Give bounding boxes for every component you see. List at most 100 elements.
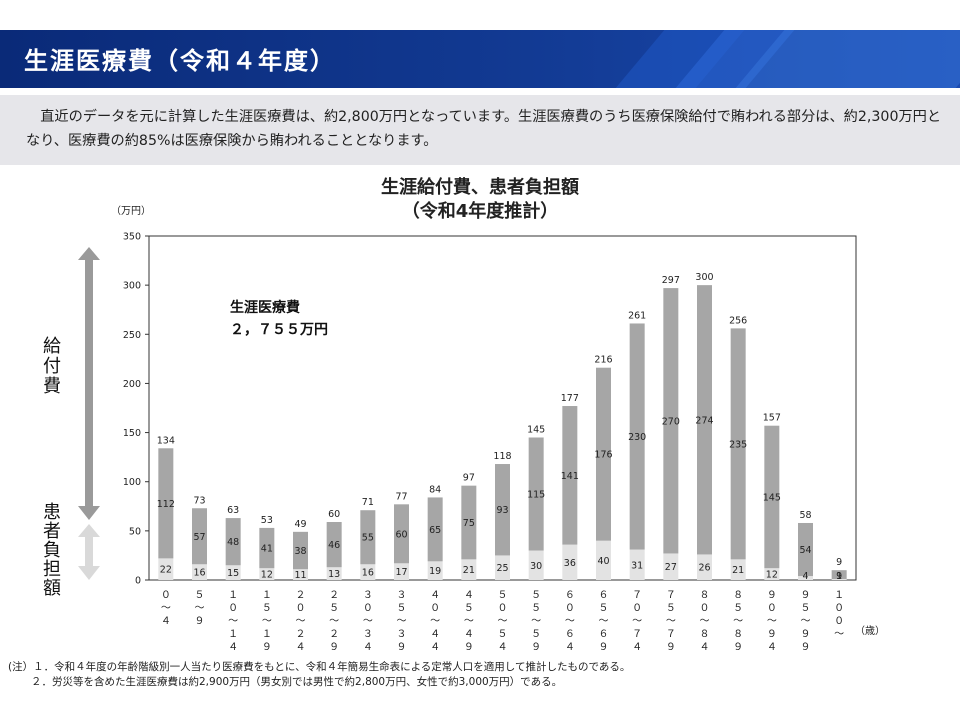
category-label: ４ [296, 642, 306, 650]
bar-kyufu [528, 437, 544, 551]
category-label: ３ [363, 590, 373, 601]
category-label: ３ [397, 629, 407, 640]
bar-kanja [394, 563, 409, 580]
category-label: ９ [801, 629, 811, 640]
category-label: ～ [498, 616, 508, 627]
total-label: 297 [662, 275, 680, 286]
bar-kyufu [831, 570, 847, 580]
bar-kanja [596, 540, 611, 580]
kanja-value-label: 21 [732, 565, 744, 576]
y-tick-label: 0 [135, 576, 141, 587]
category-label: ４ [464, 590, 474, 601]
category-label: ～ [430, 616, 440, 627]
note-2: ２．労災等を含めた生涯医療費は約2,900万円（男女別では男性で約2,800万円… [31, 676, 563, 688]
chart-title: 生涯給付費、患者負担額 [381, 177, 579, 198]
bar-kyufu [596, 367, 611, 541]
category-label: ４ [565, 642, 575, 650]
kanja-value-label: 27 [665, 562, 677, 573]
category-label: ５ [498, 629, 508, 640]
kanja-value-label: 30 [530, 561, 542, 572]
category-label: ０ [834, 603, 844, 614]
category-label: ２ [296, 629, 306, 640]
category-label: ～ [767, 616, 777, 627]
chart-subtitle: （令和4年度推計） [401, 201, 559, 222]
bar-kanja [225, 565, 241, 580]
category-label: ～ [666, 616, 676, 627]
category-label: ９ [801, 642, 811, 650]
bar-kanja [461, 559, 477, 580]
kyufu-value-label: 65 [429, 525, 441, 536]
category-label: ～ [531, 616, 541, 627]
category-label: ８ [733, 629, 743, 640]
total-label: 63 [227, 505, 239, 516]
category-label: ９ [531, 642, 541, 650]
total-label: 84 [429, 484, 441, 495]
bar-kyufu [730, 328, 746, 560]
y-tick-label: 250 [123, 330, 141, 341]
total-label: 77 [395, 491, 407, 502]
bar-kanja [663, 553, 679, 580]
category-label: ９ [801, 590, 811, 601]
page-title: 生涯医療費（令和４年度） [24, 47, 336, 75]
category-label: ～ [228, 616, 238, 627]
kanja-value-label: 17 [395, 567, 407, 578]
category-label: ０ [161, 590, 171, 601]
category-label: ３ [397, 590, 407, 601]
category-label: ～ [262, 616, 272, 627]
category-label: ４ [430, 629, 440, 640]
bar-kyufu [259, 527, 275, 569]
category-label: ６ [565, 590, 575, 601]
kanja-side-label: 負 [43, 540, 61, 561]
category-label: ～ [329, 616, 339, 627]
category-label: ～ [296, 616, 306, 627]
kyufu-side-label: 費 [43, 376, 61, 397]
category-label: １ [262, 629, 272, 640]
kyufu-side-label: 給 [43, 336, 61, 357]
category-label: ４ [632, 642, 642, 650]
category-label: ０ [498, 603, 508, 614]
kyufu-value-label: 54 [799, 545, 811, 556]
kanja-value-label: 13 [328, 569, 340, 580]
category-label: ９ [767, 629, 777, 640]
category-label: ６ [599, 590, 609, 601]
category-label: １ [228, 590, 238, 601]
kyufu-value-label: 60 [395, 529, 407, 540]
y-tick-label: 350 [123, 232, 141, 243]
kyufu-value-label: 55 [362, 533, 374, 544]
y-tick-label: 100 [123, 477, 141, 488]
category-label: ７ [666, 629, 676, 640]
bar-kanja [158, 558, 174, 580]
category-label: ９ [195, 616, 205, 627]
kyufu-value-label: 274 [695, 415, 713, 426]
bar-kyufu [158, 448, 174, 559]
category-label: ０ [430, 603, 440, 614]
category-label: ～ [161, 603, 171, 614]
category-label: ～ [565, 616, 575, 627]
category-label: ７ [632, 629, 642, 640]
total-label: 177 [561, 393, 579, 404]
kyufu-value-label: 115 [527, 490, 545, 501]
kyufu-arrow [78, 247, 100, 520]
category-label: ～ [700, 616, 710, 627]
kanja-side-label: 額 [43, 578, 61, 599]
total-label: 73 [193, 495, 205, 506]
total-label: 134 [157, 435, 175, 446]
category-label: ～ [363, 616, 373, 627]
bar-kanja [192, 564, 207, 580]
kanja-side-label: 担 [43, 559, 61, 580]
kanja-value-label: 19 [429, 566, 441, 577]
category-label: ５ [666, 603, 676, 614]
category-label: ０ [228, 603, 238, 614]
kanja-value-label: 12 [261, 570, 273, 581]
category-label: ～ [397, 616, 407, 627]
bar-kyufu [192, 508, 207, 565]
kanja-side-label: 患 [43, 502, 61, 523]
bar-kyufu [562, 406, 578, 545]
category-label: １ [228, 629, 238, 640]
chart-title-block: 生涯給付費、患者負担額 （令和4年度推計） [0, 176, 960, 224]
page-header: 生涯医療費（令和４年度） [0, 30, 960, 88]
category-label: ４ [464, 629, 474, 640]
bar-kyufu [360, 510, 376, 565]
total-annotation-line2: ２，７５５万円 [230, 322, 328, 338]
kanja-value-label: 16 [193, 568, 205, 579]
